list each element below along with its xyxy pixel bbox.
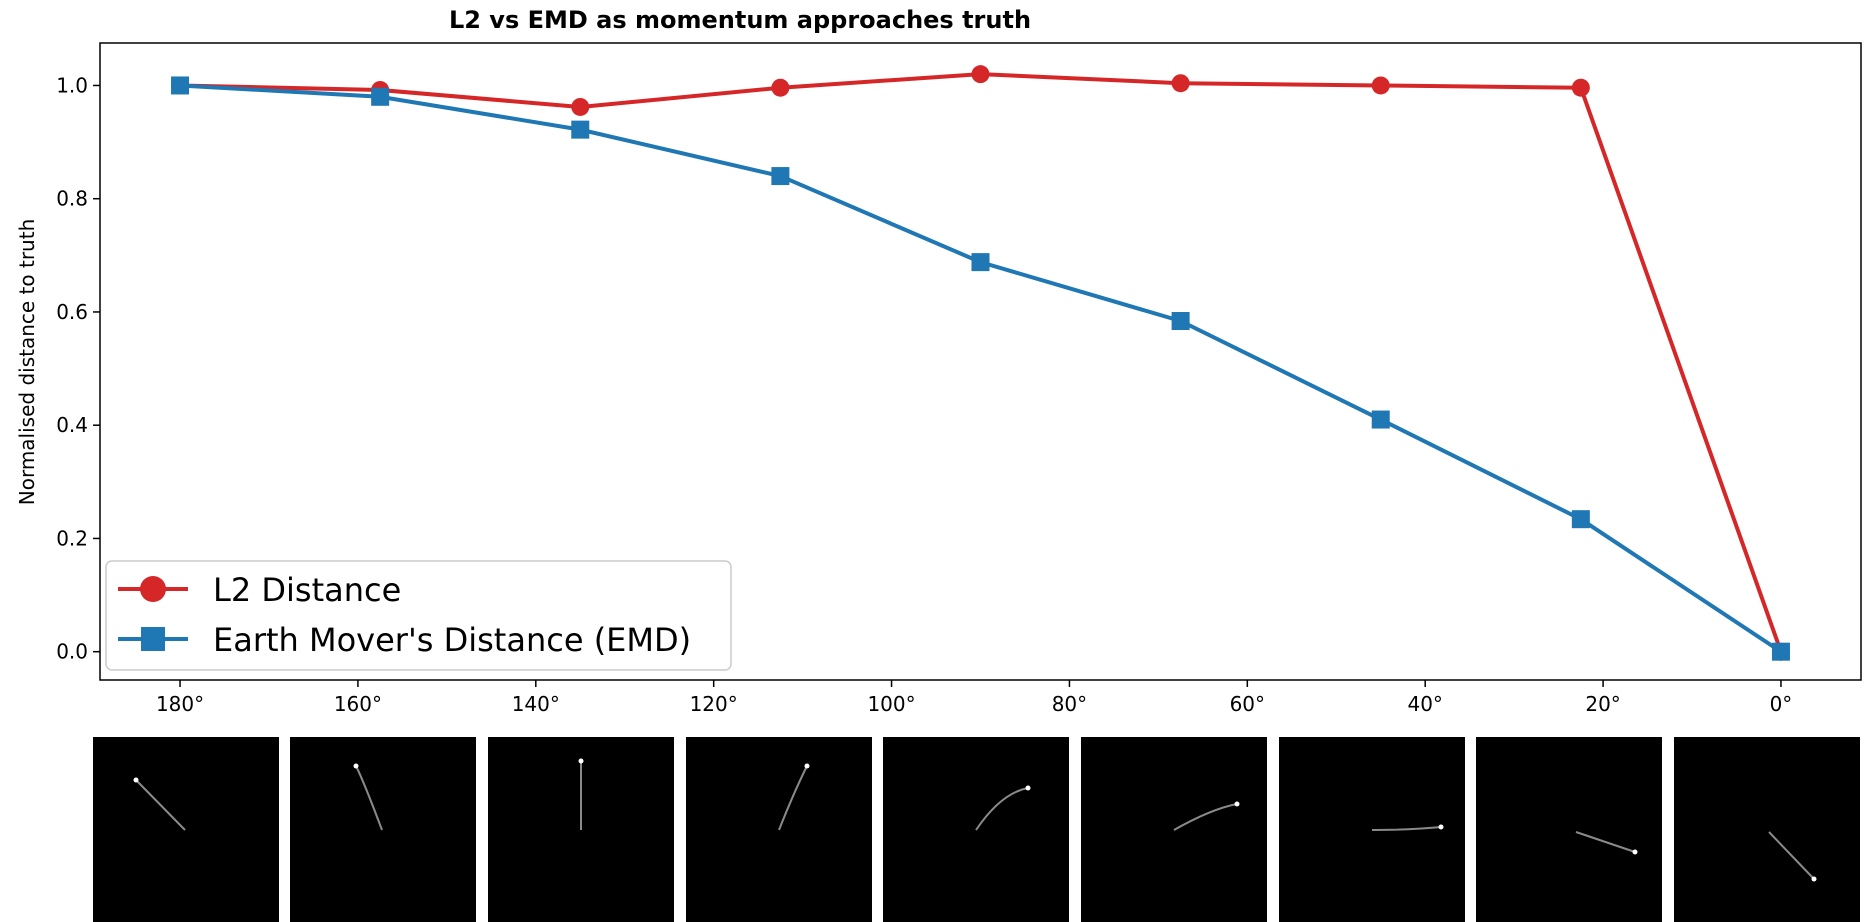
thumbnail-22 [1476,737,1662,922]
thumbnail-90 [883,737,1069,922]
y-axis-label-group: Normalised distance to truth [15,219,39,506]
thumbnail-45-image [1371,824,1444,831]
y-tick-label: 0.0 [56,640,88,664]
y-axis-ticks: 0.0 0.2 0.4 0.6 0.8 1.0 [56,73,100,664]
y-tick-label: 0.6 [56,300,88,324]
series-l2-point [771,78,790,97]
series-emd-point [1371,410,1390,429]
legend-l2-marker [140,576,166,602]
x-tick-label: 100° [867,692,915,716]
thumbnail-157 [290,737,476,922]
x-tick-label: 120° [690,692,738,716]
thumbnail-180-image [133,777,186,831]
legend-box [105,560,732,671]
thumbnail-112 [686,737,872,922]
series-layer [171,65,1790,661]
thumbnail-157-image [353,763,383,831]
x-axis-ticks: 180° 160° 140° 120° 100° 80° 60° 40° 20° 0° [156,680,1792,716]
series-emd-point [771,167,790,186]
series-emd-point [1171,312,1190,331]
thumbnail-67 [1081,737,1267,922]
thumbnail-135 [488,737,674,922]
series-emd-point [1771,642,1790,661]
plot-frame [99,42,1862,681]
x-tick-label: 140° [512,692,560,716]
x-tick-label: 40° [1407,692,1442,716]
y-tick-label: 0.2 [56,526,88,550]
thumbnail-45 [1279,737,1465,922]
thumbnail-135-image [578,758,584,830]
series-emd-point [171,76,190,95]
series-emd-point [1571,510,1590,529]
series-l2-point [971,65,990,84]
x-tick-label: 20° [1585,692,1620,716]
y-tick-label: 1.0 [56,73,88,97]
series-l2-point [571,97,590,116]
thumbnail-112-image [778,763,810,831]
series-emd-point [571,120,590,139]
y-tick-label: 0.4 [56,413,88,437]
series-emd-point [371,87,390,106]
legend-emd-label: Earth Mover's Distance (EMD) [213,621,691,659]
x-tick-label: 160° [334,692,382,716]
series-emd-point [971,253,990,272]
legend-emd-marker [141,627,165,651]
legend-l2-label: L2 Distance [213,571,401,609]
thumbnail-22-image [1575,831,1638,855]
x-tick-label: 60° [1230,692,1265,716]
series-l2-point [1371,76,1390,95]
thumbnail-0-image [1768,831,1817,882]
x-tick-label: 80° [1052,692,1087,716]
y-tick-label: 0.8 [56,187,88,211]
x-tick-label: 0° [1770,692,1793,716]
y-axis-label: Normalised distance to truth [15,219,39,506]
thumbnail-180 [93,737,279,922]
series-l2-point [1171,74,1190,93]
chart: L2 vs EMD as momentum approaches truth N… [15,6,1862,716]
thumbnail-0 [1674,737,1860,922]
thumbnail-67-image [1173,801,1240,831]
series-l2-point [1571,78,1590,97]
chart-title: L2 vs EMD as momentum approaches truth [449,6,1031,34]
legend: L2 Distance Earth Mover's Distance (EMD) [105,560,732,671]
thumbnail-90-image [975,785,1031,831]
x-tick-label: 180° [156,692,204,716]
